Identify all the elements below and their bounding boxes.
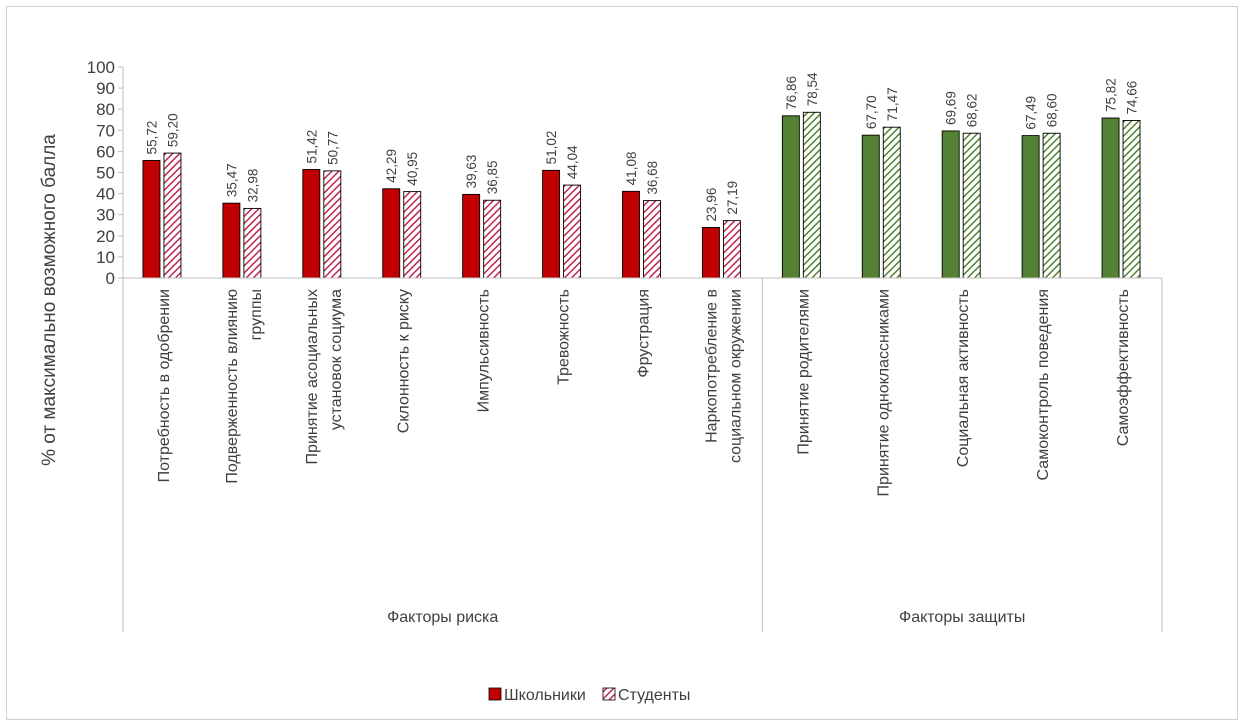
- y-tick-label: 80: [96, 100, 115, 119]
- bar-students: [882, 126, 901, 279]
- bar-schoolchildren: [142, 159, 161, 279]
- category-label: Фрустрация: [636, 289, 653, 378]
- bar-students: [243, 207, 262, 279]
- bar-schoolchildren: [701, 226, 720, 279]
- bar-schoolchildren: [462, 193, 481, 279]
- group-label-protection: Факторы защиты: [899, 609, 1025, 626]
- y-tick-label: 30: [96, 206, 115, 225]
- y-tick-label: 60: [96, 142, 115, 161]
- y-tick-label: 20: [96, 227, 115, 246]
- bar-schoolchildren: [861, 134, 880, 279]
- data-label: 40,95: [405, 152, 420, 186]
- data-label: 55,72: [144, 121, 159, 155]
- category-label: Принятие асоциальных: [304, 289, 321, 464]
- bar-schoolchildren: [941, 130, 960, 279]
- group-label-risk: Факторы риска: [387, 609, 498, 626]
- data-label: 27,19: [725, 181, 740, 215]
- data-label: 51,02: [544, 131, 559, 165]
- category-axis: Потребность в одобрении Подверженность вл…: [122, 277, 1163, 632]
- data-label: 59,20: [165, 113, 180, 147]
- data-label: 74,66: [1125, 81, 1140, 115]
- data-label: 69,69: [944, 91, 959, 125]
- bar-students: [722, 220, 741, 279]
- data-label: 78,54: [805, 72, 820, 106]
- bar-students: [1042, 132, 1061, 279]
- data-label: 23,96: [704, 188, 719, 222]
- category-label: Склонность к риску: [396, 289, 413, 433]
- bar-schoolchildren: [622, 190, 640, 279]
- category-label: Самоконтроль поведения: [1035, 289, 1052, 480]
- bar-schoolchildren: [781, 115, 800, 279]
- category-label: Социальная активность: [955, 289, 972, 467]
- category-label: социальном окружении: [727, 289, 744, 463]
- data-label: 42,29: [384, 149, 399, 183]
- y-tick-label: 40: [96, 185, 115, 204]
- data-label: 67,49: [1024, 96, 1039, 130]
- data-label: 36,68: [645, 161, 660, 195]
- bar-schoolchildren: [1101, 117, 1120, 279]
- data-label: 71,47: [885, 87, 900, 121]
- bar-schoolchildren: [1021, 135, 1040, 279]
- data-label: 41,08: [624, 152, 639, 186]
- bar-students: [323, 170, 342, 279]
- legend-swatch-students: [602, 687, 616, 701]
- y-tick-label: 90: [96, 79, 115, 98]
- y-tick-label: 0: [106, 269, 115, 288]
- bar-schoolchildren: [382, 188, 401, 279]
- y-tick-label: 70: [96, 121, 115, 140]
- category-label: Подверженность влиянию: [224, 289, 241, 484]
- bar-students: [483, 199, 502, 279]
- bar-chart: 0 10 20 30 40 50 60 70 80 90 100 55,72 59,20 35,47 32…: [39, 58, 1163, 704]
- category-label: группы: [248, 289, 265, 340]
- data-label: 35,47: [224, 163, 239, 197]
- data-label: 32,98: [245, 169, 260, 203]
- category-label: Принятие родителями: [795, 289, 812, 455]
- legend-swatch-schoolchildren: [488, 687, 502, 701]
- category-label: Принятие одноклассниками: [875, 289, 892, 496]
- legend: Школьники Студенты: [488, 687, 690, 704]
- data-label: 51,42: [304, 130, 319, 164]
- bar-students: [403, 191, 422, 279]
- y-tick-label: 50: [96, 164, 115, 183]
- category-label: Самоэффективность: [1115, 289, 1132, 446]
- bar-students: [802, 111, 821, 279]
- category-label: Наркопотребление в: [703, 289, 720, 443]
- y-tick-label: 100: [87, 58, 115, 77]
- bar-students: [643, 200, 661, 279]
- y-tick-label: 10: [96, 248, 115, 267]
- category-label: Тревожность: [556, 289, 573, 385]
- category-label: Импульсивность: [476, 289, 493, 412]
- data-label: 68,60: [1045, 93, 1060, 127]
- data-label: 39,63: [464, 155, 479, 189]
- y-axis-title: % от максимально возможного балла: [39, 134, 60, 466]
- bar-schoolchildren: [222, 202, 241, 279]
- data-label: 68,62: [965, 93, 980, 127]
- data-label: 50,77: [325, 131, 340, 165]
- legend-label-schoolchildren: Школьники: [504, 687, 586, 704]
- legend-label-students: Студенты: [618, 687, 690, 704]
- data-label: 36,85: [485, 160, 500, 194]
- y-axis: 0 10 20 30 40 50 60 70 80 90 100: [87, 58, 124, 288]
- data-label: 67,70: [864, 95, 879, 129]
- chart-frame: 0 10 20 30 40 50 60 70 80 90 100 55,72 59,20 35,47 32…: [6, 6, 1238, 720]
- category-label: Потребность в одобрении: [156, 289, 173, 482]
- bar-schoolchildren: [302, 169, 321, 279]
- bar-students: [563, 184, 582, 279]
- bar-students: [163, 152, 182, 279]
- data-label: 76,86: [784, 76, 799, 110]
- bar-students: [962, 132, 981, 279]
- bar-students: [1122, 120, 1141, 279]
- bars: 55,72 59,20 35,47 32,98 51,42 50,77 42,29 40,95…: [142, 72, 1141, 279]
- category-label: установок социума: [328, 289, 345, 430]
- data-label: 75,82: [1104, 78, 1119, 112]
- bar-schoolchildren: [542, 169, 561, 279]
- data-label: 44,04: [565, 145, 580, 179]
